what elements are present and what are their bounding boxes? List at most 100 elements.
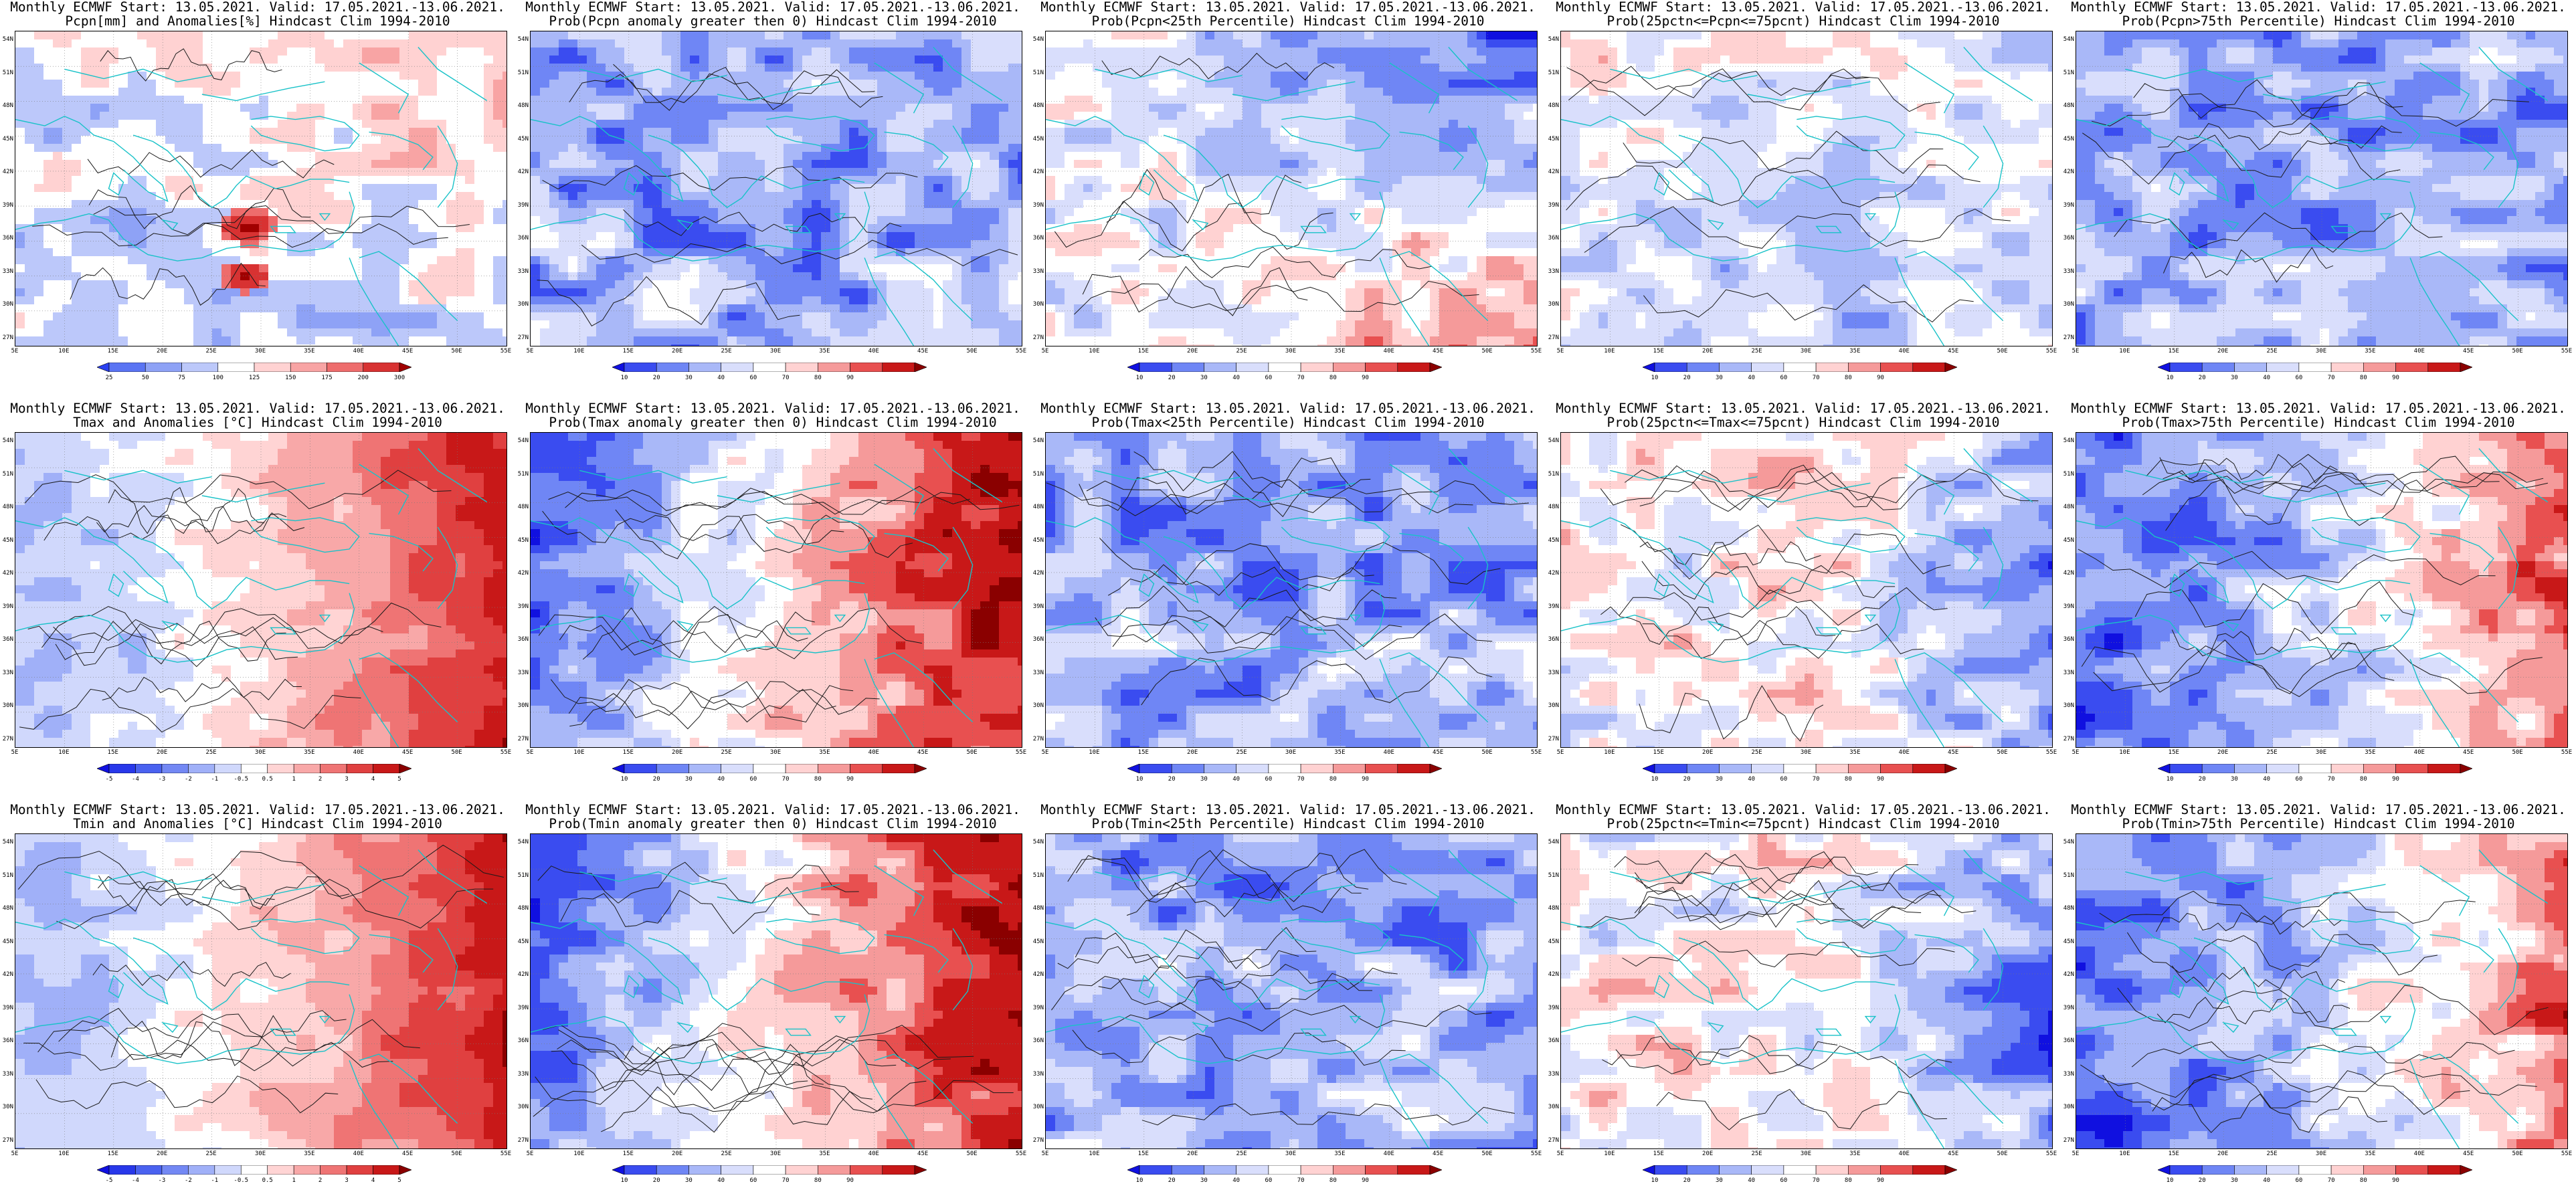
colorbar-label: -4: [132, 1177, 139, 1184]
longitude-label: 40E: [353, 749, 364, 756]
longitude-label: 5E: [1042, 1150, 1049, 1157]
latitude-label: 36N: [515, 1037, 529, 1044]
colorbar-label: 5: [397, 1177, 401, 1184]
forecast-map: [1045, 833, 1538, 1149]
latitude-label: 54N: [1030, 839, 1044, 845]
colorbar-label: 60: [1780, 776, 1787, 783]
panel-title: Monthly ECMWF Start: 13.05.2021. Valid: …: [515, 401, 1030, 429]
longitude-label: 5E: [2072, 348, 2080, 355]
longitude-label: 35E: [1849, 749, 1860, 756]
latitude-label: 51N: [0, 70, 13, 76]
latitude-label: 48N: [2061, 102, 2074, 109]
colorbar-label: 10: [621, 776, 628, 783]
longitude-label: 10E: [573, 348, 584, 355]
colorbar-label: 10: [2167, 1177, 2174, 1184]
colorbar-label: 40: [1232, 375, 1240, 381]
forecast-map: [15, 31, 507, 346]
panel-title: Monthly ECMWF Start: 13.05.2021. Valid: …: [2061, 803, 2576, 831]
colorbar-label: 70: [1297, 776, 1305, 783]
colorbar-label: 90: [1362, 375, 1369, 381]
longitude-label: 15E: [1138, 1150, 1149, 1157]
latitude-label: 33N: [2061, 670, 2074, 676]
colorbar-label: 40: [717, 1177, 725, 1184]
panel-title-line-1: Monthly ECMWF Start: 13.05.2021. Valid: …: [1546, 803, 2061, 817]
latitude-label: 27N: [515, 736, 529, 742]
latitude-label: 39N: [0, 202, 13, 209]
latitude-label: 27N: [1546, 334, 1559, 341]
panel-title-line-2: Prob(Tmax<25th Percentile) Hindcast Clim…: [1030, 415, 1546, 429]
latitude-label: 51N: [1546, 872, 1559, 879]
longitude-label: 10E: [1604, 749, 1615, 756]
latitude-label: 51N: [2061, 471, 2074, 478]
forecast-map: [2076, 432, 2568, 748]
colorbar-label: 20: [2199, 375, 2206, 381]
colorbar-label: 70: [782, 1177, 790, 1184]
colorbar-label: -5: [106, 776, 113, 783]
contour-lines: [1576, 851, 1976, 1130]
colorbar-label: 70: [782, 375, 790, 381]
latitude-label: 30N: [0, 702, 13, 709]
panel-title: Monthly ECMWF Start: 13.05.2021. Valid: …: [2061, 401, 2576, 429]
colorbar-label: 60: [1265, 375, 1272, 381]
longitude-label: 25E: [1236, 1150, 1247, 1157]
panel-title-line-1: Monthly ECMWF Start: 13.05.2021. Valid: …: [1030, 0, 1546, 14]
longitude-label: 50E: [2512, 1150, 2522, 1157]
latitude-label: 54N: [515, 839, 529, 845]
panel-title-line-2: Tmax and Anomalies [°C] Hindcast Clim 19…: [0, 415, 515, 429]
colorbar-label: 5: [397, 776, 401, 783]
longitude-label: 55E: [1531, 1150, 1542, 1157]
colorbar-label: 1: [292, 1177, 295, 1184]
longitude-label: 5E: [1557, 749, 1564, 756]
latitude-label: 39N: [1546, 1005, 1559, 1011]
longitude-label: 30E: [2316, 348, 2326, 355]
longitude-label: 35E: [1334, 348, 1345, 355]
longitude-label: 35E: [819, 348, 830, 355]
map-canvas: [2076, 31, 2567, 346]
longitude-label: 25E: [721, 348, 731, 355]
longitude-label: 25E: [1236, 749, 1247, 756]
longitude-label: 20E: [1702, 749, 1713, 756]
map-panel-tmin-3: Monthly ECMWF Start: 13.05.2021. Valid: …: [1030, 803, 1546, 1204]
latitude-label: 45N: [1546, 938, 1559, 945]
latitude-label: 30N: [1030, 301, 1044, 308]
latitude-label: 48N: [0, 102, 13, 109]
colorbar: [612, 1165, 927, 1175]
panel-title-line-2: Prob(Pcpn>75th Percentile) Hindcast Clim…: [2061, 14, 2576, 28]
latitude-label: 42N: [2061, 570, 2074, 577]
colorbar: [1127, 363, 1442, 372]
latitude-label: 30N: [2061, 1104, 2074, 1110]
latitude-label: 48N: [1030, 905, 1044, 912]
colorbar-label: 60: [1780, 1177, 1787, 1184]
map-panel-tmin-5: Monthly ECMWF Start: 13.05.2021. Valid: …: [2061, 803, 2576, 1204]
forecast-map: [15, 833, 507, 1149]
longitude-label: 30E: [255, 749, 266, 756]
longitude-label: 45E: [1948, 348, 1958, 355]
panel-title: Monthly ECMWF Start: 13.05.2021. Valid: …: [2061, 0, 2576, 28]
longitude-label: 55E: [2561, 348, 2572, 355]
longitude-label: 5E: [1042, 749, 1049, 756]
longitude-label: 15E: [1138, 749, 1149, 756]
longitude-label: 10E: [573, 1150, 584, 1157]
forecast-map: [1560, 833, 2053, 1149]
latitude-label: 27N: [515, 334, 529, 341]
latitude-label: 39N: [0, 1005, 13, 1011]
colorbar-label: 200: [358, 375, 369, 381]
longitude-label: 30E: [255, 348, 266, 355]
forecast-map: [1045, 31, 1538, 346]
map-panel-precipitation-5: Monthly ECMWF Start: 13.05.2021. Valid: …: [2061, 0, 2576, 401]
longitude-label: 45E: [1433, 348, 1443, 355]
colorbar-label: 40: [1748, 776, 1755, 783]
longitude-label: 20E: [157, 1150, 167, 1157]
map-panel-tmax-4: Monthly ECMWF Start: 13.05.2021. Valid: …: [1546, 401, 2061, 803]
colorbar: [612, 764, 927, 773]
longitude-label: 5E: [1557, 1150, 1564, 1157]
longitude-label: 15E: [1653, 348, 1664, 355]
longitude-label: 20E: [1187, 1150, 1198, 1157]
longitude-label: 5E: [527, 749, 534, 756]
longitude-label: 15E: [623, 1150, 634, 1157]
colorbar-label: 10: [2167, 776, 2174, 783]
colorbar-label: 90: [1362, 776, 1369, 783]
longitude-label: 15E: [1138, 348, 1149, 355]
colorbar-label: 60: [1780, 375, 1787, 381]
latitude-label: 48N: [1546, 905, 1559, 912]
